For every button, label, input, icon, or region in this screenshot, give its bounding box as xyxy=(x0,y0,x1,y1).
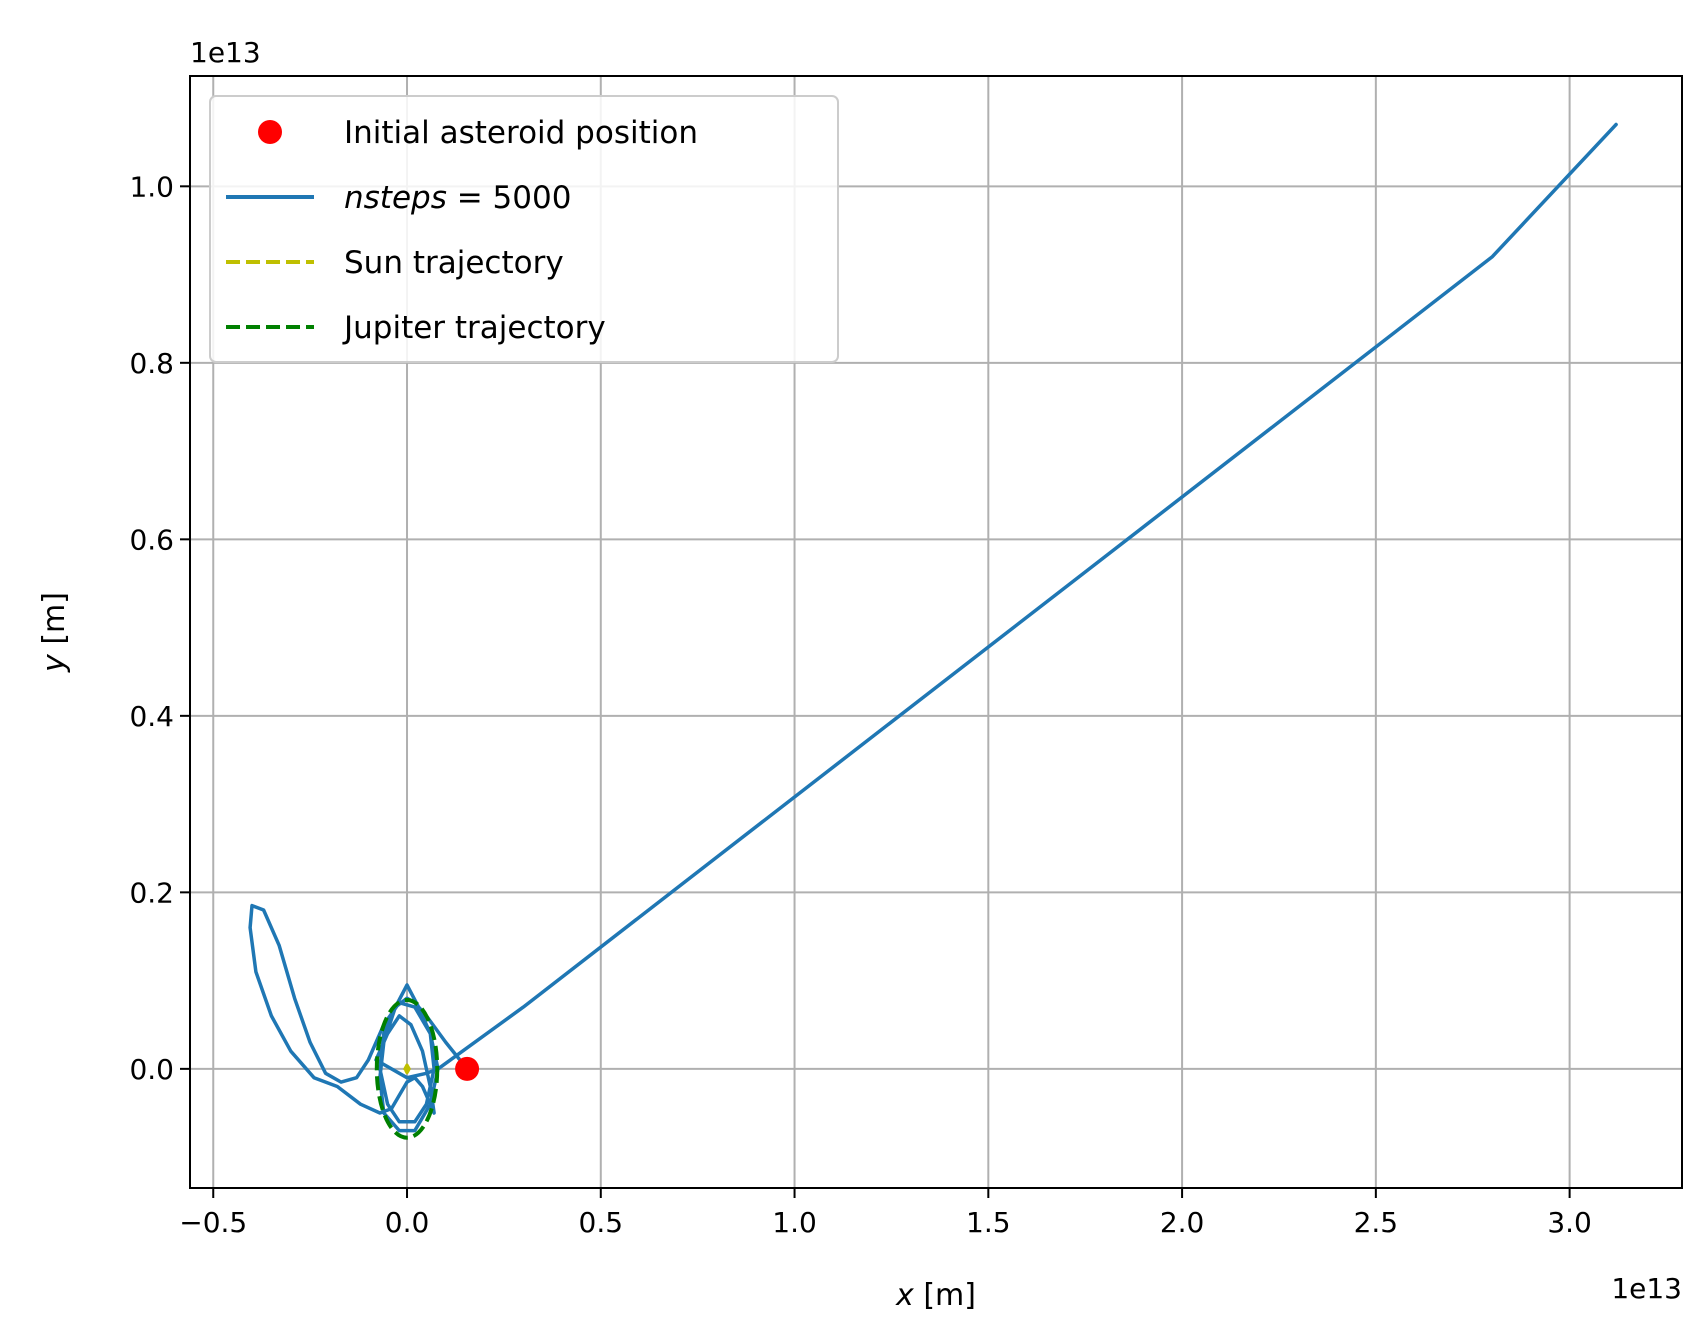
legend: Initial asteroid position nsteps = 5000 Su… xyxy=(209,95,839,363)
y-axis-offset-label: 1e13 xyxy=(190,36,261,69)
x-axis-title: x [m] xyxy=(895,1278,976,1313)
x-tick-label-5: 2.0 xyxy=(1160,1206,1205,1239)
legend-label-text: Jupiter trajectory xyxy=(342,310,606,346)
plot-series xyxy=(248,122,1618,1140)
x-tick-label-2: 0.5 xyxy=(579,1206,624,1239)
plot-area xyxy=(248,122,1618,1140)
x-axis-offset-label: 1e13 xyxy=(1611,1272,1682,1305)
axis-title-variable: y xyxy=(37,653,72,673)
x-axis-ticks: −0.5 0.0 0.5 1.0 1.5 2.0 2.5 3.0 xyxy=(179,1188,1592,1239)
y-tick-label-4: 0.8 xyxy=(129,347,174,380)
x-tick-label-4: 1.5 xyxy=(966,1206,1011,1239)
legend-handle-0 xyxy=(258,120,282,144)
legend-label-variable: nsteps xyxy=(344,180,447,216)
axis-title-variable: x xyxy=(895,1278,914,1313)
nsteps-5000-line xyxy=(248,122,1618,1133)
y-tick-label-2: 0.4 xyxy=(129,700,174,733)
plot-frame xyxy=(189,75,1683,1189)
legend-label-text: = 5000 xyxy=(447,180,572,216)
axis-title-unit: [m] xyxy=(914,1278,976,1313)
y-tick-label-3: 0.6 xyxy=(129,523,174,556)
legend-label-0: Initial asteroid position xyxy=(344,115,698,151)
legend-box xyxy=(209,95,839,363)
x-tick-label-1: 0.0 xyxy=(385,1206,430,1239)
legend-label-3: Jupiter trajectory xyxy=(342,310,606,346)
jupiter-trajectory-line xyxy=(374,998,440,1140)
legend-label-2: Sun trajectory xyxy=(344,245,564,281)
sun-trajectory-line xyxy=(403,1063,411,1075)
legend-label-text: Initial asteroid position xyxy=(344,115,698,151)
axis-title-unit: [m] xyxy=(37,592,72,654)
y-tick-label-1: 0.2 xyxy=(129,876,174,909)
initial-asteroid-position-marker-0 xyxy=(455,1056,480,1081)
x-tick-label-0: −0.5 xyxy=(179,1206,247,1239)
x-tick-label-7: 3.0 xyxy=(1547,1206,1592,1239)
x-tick-label-3: 1.0 xyxy=(772,1206,817,1239)
y-axis-title: y [m] xyxy=(37,592,72,673)
y-tick-label-5: 1.0 xyxy=(129,170,174,203)
y-tick-label-0: 0.0 xyxy=(129,1053,174,1086)
legend-label-1: nsteps = 5000 xyxy=(344,180,571,216)
y-axis-ticks: 0.0 0.2 0.4 0.6 0.8 1.0 xyxy=(129,170,190,1086)
x-tick-label-6: 2.5 xyxy=(1354,1206,1399,1239)
legend-label-text: Sun trajectory xyxy=(344,245,564,281)
